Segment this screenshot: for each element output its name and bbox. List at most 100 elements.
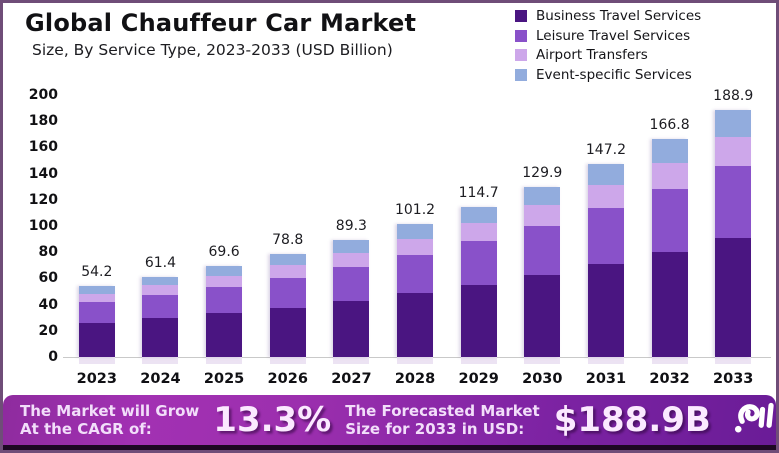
x-axis-label: 2027 [331,371,372,387]
bar-segment [142,276,179,286]
x-axis-label: 2030 [522,371,563,387]
forecast-value: $188.9B [553,400,711,440]
page-title: Global Chauffeur Car Market [25,9,417,37]
bar-segment [333,300,370,357]
cagr-label-line1: The Market will Grow [20,402,200,420]
bar-segment [460,241,497,285]
legend-label: Leisure Travel Services [536,27,691,44]
bar-total-label: 129.9 [522,164,563,181]
bar-segment [715,136,752,167]
y-axis-tick-label: 200 [28,87,58,103]
cagr-label-line2: At the CAGR of: [20,420,152,438]
bar-segment [460,284,497,357]
bar-segment [524,225,561,276]
bar-segment [206,313,243,357]
legend-swatch-icon [515,49,527,61]
stacked-bar [333,240,370,357]
bar-base-shadow [269,357,306,364]
cagr-label: The Market will Grow At the CAGR of: [20,402,199,438]
bar-segment [206,265,243,276]
bar-total-label: 69.6 [208,243,240,260]
x-axis-label: 2023 [76,371,117,387]
bar-segment [397,239,434,255]
bar-segment [397,224,434,240]
bar-group-2032: 166.8 2032 [638,95,702,388]
bar-base-shadow [587,357,624,364]
page-subtitle: Size, By Service Type, 2023-2033 (USD Bi… [32,41,393,59]
bar-base-shadow [333,357,370,364]
bar-base-shadow [651,357,688,364]
forecast-label: The Forecasted Market Size for 2033 in U… [345,402,539,438]
bar-segment [524,205,561,226]
bar-segment [142,318,179,357]
cagr-value: 13.3% [213,400,332,440]
bar-segment [206,275,243,287]
x-axis-label: 2025 [203,371,245,387]
y-axis-tick-label: 160 [28,139,58,156]
stacked-bar [78,286,115,357]
y-axis-tick-label: 140 [28,165,58,182]
stacked-bar [587,164,624,357]
bar-total-label: 54.2 [81,264,113,280]
legend-item: Event-specific Services [515,67,701,83]
bar-base-shadow [397,357,434,364]
bar-segment [524,186,561,206]
y-axis-tick-label: 60 [38,270,58,287]
bar-segment [524,275,561,357]
stacked-bar [269,253,306,357]
stacked-bar [206,265,243,357]
bottom-banner: The Market will Grow At the CAGR of: 13.… [3,395,776,445]
bar-segment [651,138,688,163]
stacked-bar [142,276,179,357]
y-axis-tick-label: 80 [38,244,58,261]
stacked-bar [715,109,752,357]
legend-item: Airport Transfers [515,47,701,63]
legend-swatch-icon [515,29,527,42]
bar-segment [333,266,370,301]
bar-group-2023: 54.2 2023 [65,95,129,387]
bar-base-shadow [524,357,561,364]
bar-segment [397,254,434,294]
bar-segment [142,295,179,319]
bar-total-label: 114.7 [458,184,499,201]
stacked-bar [460,206,497,357]
y-axis-tick-label: 20 [38,322,58,339]
stacked-bar [524,186,561,357]
bar-segment [269,307,306,357]
bottom-dark-strip [3,445,776,450]
bar-segment [78,293,115,303]
legend-label: Event-specific Services [536,66,692,83]
bar-segment [142,285,179,296]
bar-segment [651,252,688,357]
bar-total-label: 101.2 [394,202,436,219]
bar-group-2031: 147.2 2031 [574,95,638,387]
bar-segment [269,253,306,266]
x-axis-label: 2031 [585,371,627,387]
y-axis-tick-label: 180 [28,113,58,130]
bar-group-2024: 61.4 2024 [129,95,193,387]
bar-segment [333,240,370,253]
y-axis-tick-label: 0 [48,349,58,365]
bar-group-2029: 114.7 2029 [447,95,511,387]
legend-swatch-icon [515,10,527,22]
bar-segment [715,109,752,137]
bar-group-2025: 69.6 2025 [192,95,256,387]
market-us-logo-icon [733,401,775,439]
stacked-bar [397,224,434,357]
bar-segment [269,277,306,308]
bar-total-label: 78.8 [272,231,304,248]
bar-segment [651,188,688,253]
bar-total-label: 166.8 [649,116,690,133]
y-axis-tick-label: 100 [28,218,58,234]
bar-segment [460,223,497,242]
legend-label: Business Travel Services [536,8,702,24]
bar-total-label: 147.2 [585,142,626,159]
bar-segment [587,185,624,209]
bar-group-2030: 129.9 2030 [510,95,574,387]
chart-legend: Business Travel Services Leisure Travel S… [515,8,701,86]
bar-base-shadow [142,357,179,364]
bar-segment [587,264,624,357]
bar-group-2028: 101.2 2028 [383,95,447,387]
bar-segment [397,293,434,357]
